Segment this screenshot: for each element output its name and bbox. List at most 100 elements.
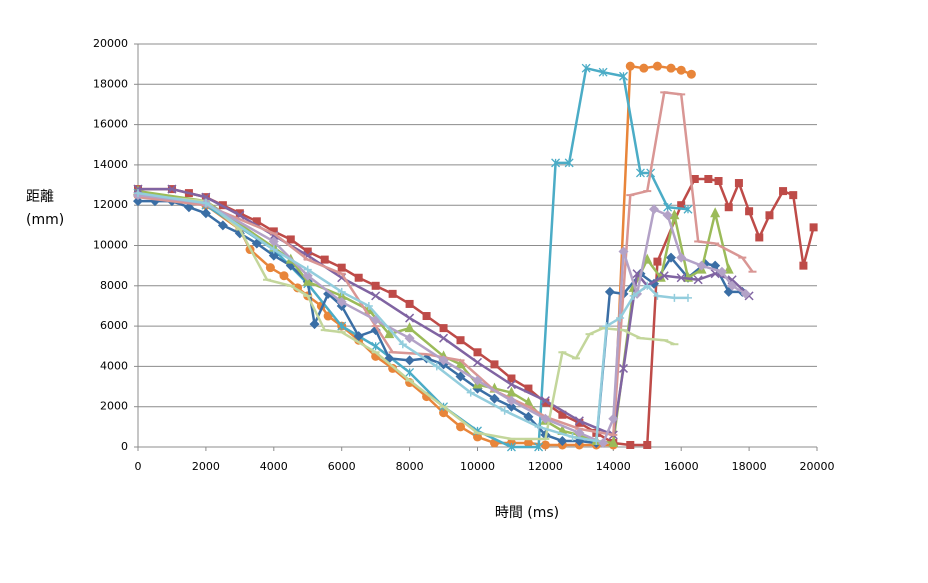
point [353, 331, 364, 342]
point [734, 179, 743, 188]
point [557, 435, 568, 446]
point [252, 217, 261, 226]
point [404, 355, 415, 366]
point [649, 204, 660, 215]
point [809, 223, 818, 232]
point [398, 340, 407, 349]
series-line [137, 91, 754, 437]
point [489, 393, 500, 404]
point [690, 175, 699, 184]
point [789, 191, 798, 200]
point [456, 336, 465, 345]
point [269, 245, 278, 254]
point [302, 275, 313, 286]
point [455, 371, 466, 382]
point [608, 413, 619, 424]
point [405, 367, 415, 377]
point [405, 313, 415, 323]
y-tick-label: 12000 [93, 198, 128, 211]
point [388, 289, 397, 298]
point [540, 440, 550, 450]
point [779, 187, 788, 196]
point [724, 203, 733, 212]
point [337, 273, 347, 283]
point [686, 69, 696, 79]
point [625, 61, 635, 71]
y-tick-label: 0 [121, 440, 128, 453]
point [388, 363, 398, 373]
y-axis-label: (mm) [26, 212, 64, 228]
series [133, 63, 693, 452]
point [574, 427, 585, 438]
point [608, 436, 619, 447]
point [568, 432, 577, 441]
point [629, 291, 638, 300]
point [714, 177, 723, 186]
point [652, 61, 662, 71]
point [534, 422, 543, 431]
point [653, 257, 662, 266]
point [438, 355, 449, 366]
point [269, 227, 278, 236]
point [134, 189, 142, 198]
point [677, 201, 686, 210]
point [765, 211, 774, 220]
point [676, 273, 686, 283]
y-tick-label: 8000 [100, 279, 128, 292]
y-tick-label: 16000 [93, 118, 128, 131]
point [710, 207, 721, 218]
point [466, 388, 475, 397]
point [133, 184, 143, 194]
point [541, 398, 550, 407]
x-tick-label: 2000 [192, 460, 220, 473]
point [551, 158, 561, 168]
point [201, 199, 210, 208]
point [670, 293, 679, 302]
point [422, 312, 431, 321]
point [696, 260, 707, 271]
point [268, 236, 279, 247]
point [490, 360, 499, 369]
point [506, 386, 517, 397]
point [303, 265, 312, 274]
point [473, 432, 482, 442]
point [472, 357, 483, 367]
series [134, 193, 679, 441]
point [755, 233, 764, 242]
point [666, 252, 677, 263]
y-tick-label: 2000 [100, 400, 128, 413]
point [265, 263, 275, 273]
series [134, 189, 692, 445]
point [384, 328, 395, 339]
point [799, 261, 808, 270]
point [592, 436, 601, 445]
point [636, 168, 645, 178]
x-tick-label: 10000 [460, 460, 495, 473]
point [506, 442, 516, 452]
point [683, 293, 692, 302]
point [303, 247, 312, 256]
point [337, 263, 346, 272]
point [666, 63, 676, 73]
x-tick-label: 0 [135, 460, 142, 473]
point [676, 65, 686, 75]
point [506, 395, 517, 406]
point [740, 288, 751, 299]
x-tick-label: 14000 [596, 460, 631, 473]
point [320, 255, 329, 264]
y-tick-label: 10000 [93, 239, 128, 252]
point [659, 271, 669, 281]
point [523, 411, 534, 422]
point [598, 437, 609, 448]
y-tick-label: 4000 [100, 359, 128, 372]
point [523, 438, 533, 448]
point [500, 406, 509, 415]
point [745, 207, 754, 216]
y-tick-label: 14000 [93, 158, 128, 171]
x-tick-label: 6000 [328, 460, 356, 473]
point [473, 348, 482, 357]
point [683, 204, 693, 214]
point [364, 301, 373, 310]
